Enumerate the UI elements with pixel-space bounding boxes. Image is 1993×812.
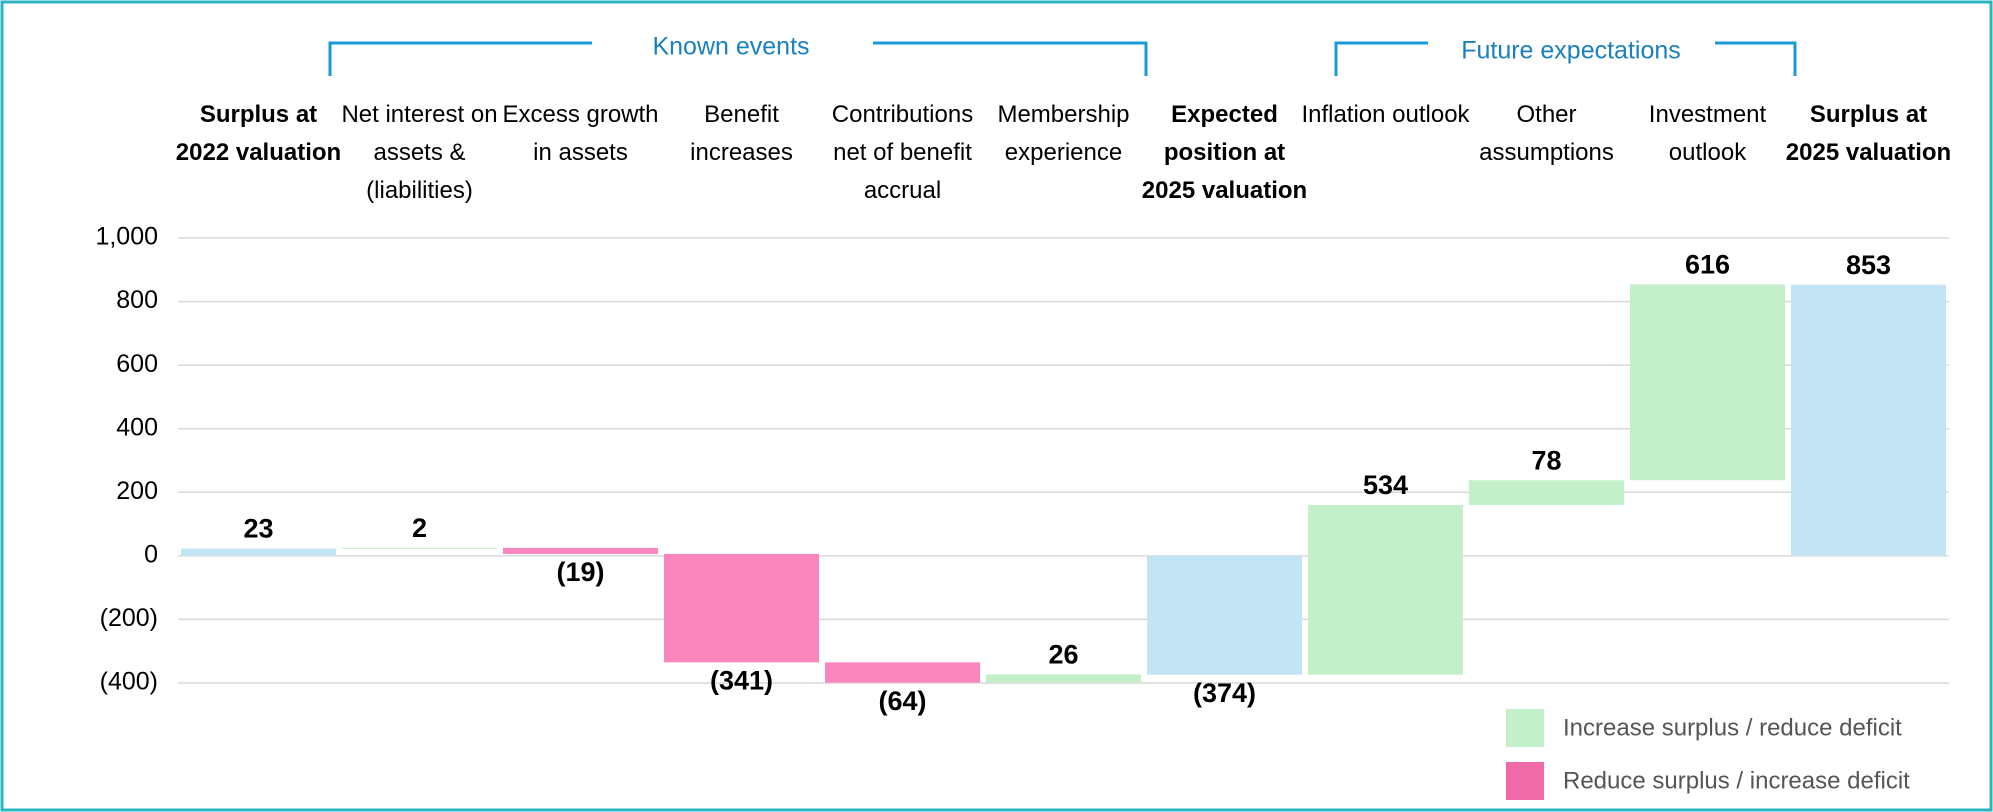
data-label: 853 <box>1846 250 1891 280</box>
data-label: 534 <box>1363 470 1408 500</box>
category-label: Excess growth in assets <box>502 101 659 166</box>
data-label: 2 <box>412 513 427 543</box>
bar <box>1469 480 1624 505</box>
y-tick-label: 1,000 <box>95 223 158 251</box>
bar <box>825 662 980 683</box>
category-label: Surplus at 2022 valuation <box>175 101 342 166</box>
legend-swatch <box>1506 709 1544 747</box>
category-label: Other assumptions <box>1479 101 1614 166</box>
category-label: Membership experience <box>997 101 1130 166</box>
category-label: Expected position at 2025 valuation <box>1141 101 1308 204</box>
data-label: (19) <box>556 557 604 587</box>
bar <box>503 547 658 554</box>
category-label: Net interest on assets & (liabilities) <box>341 101 498 204</box>
legend-label: Reduce surplus / increase deficit <box>1563 767 1910 794</box>
category-label: Contributions net of benefit accrual <box>831 101 974 204</box>
data-label: 23 <box>243 514 273 544</box>
bar <box>1147 555 1302 675</box>
y-tick-label: 0 <box>144 540 158 568</box>
bar <box>1308 505 1463 675</box>
y-tick-label: 800 <box>116 286 158 314</box>
y-tick-label: 400 <box>116 413 158 441</box>
data-label: (64) <box>878 686 926 716</box>
bar <box>986 674 1141 683</box>
bracket <box>1334 41 1428 76</box>
bracket <box>1715 41 1797 76</box>
bar <box>181 548 336 556</box>
data-label: 78 <box>1531 445 1561 475</box>
group-brackets <box>328 41 1797 76</box>
data-label: 26 <box>1048 640 1078 670</box>
legend-label: Increase surplus / reduce deficit <box>1563 714 1902 741</box>
group-label: Future expectations <box>1461 37 1681 65</box>
bar <box>1630 284 1785 481</box>
bar <box>664 553 819 663</box>
category-label: Investment outlook <box>1648 101 1767 166</box>
category-label: Surplus at 2025 valuation <box>1785 101 1952 166</box>
bar <box>342 547 497 549</box>
y-tick-label: (400) <box>100 668 158 696</box>
data-label: 616 <box>1685 250 1730 280</box>
data-label: (341) <box>710 665 773 695</box>
bracket <box>328 41 592 76</box>
group-label: Known events <box>652 33 809 61</box>
legend-swatch <box>1506 762 1544 800</box>
bracket <box>873 41 1148 76</box>
y-tick-label: 200 <box>116 477 158 505</box>
category-label: Inflation outlook <box>1301 101 1470 128</box>
y-tick-label: 600 <box>116 350 158 378</box>
y-tick-label: (200) <box>100 604 158 632</box>
bar <box>1791 284 1946 556</box>
category-label: Benefit increases <box>690 101 793 166</box>
data-label: (374) <box>1193 678 1256 708</box>
